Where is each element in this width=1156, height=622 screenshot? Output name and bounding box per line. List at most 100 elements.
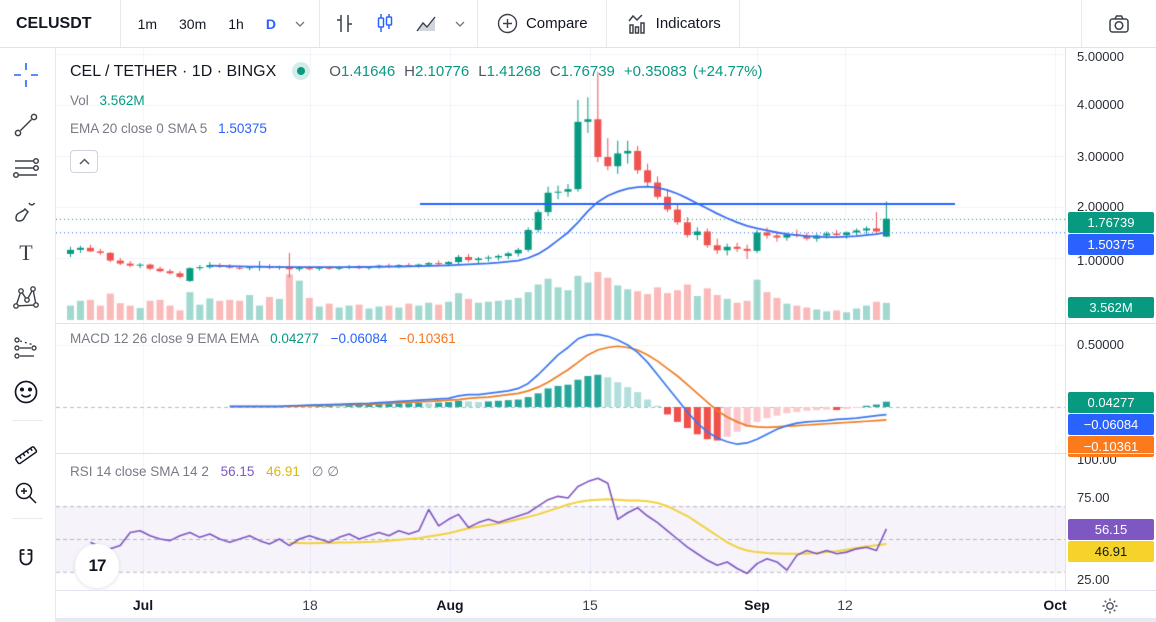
bar-style-button[interactable] (324, 6, 365, 41)
compare-button[interactable]: Compare (488, 7, 596, 40)
time-axis-tick: Oct (1043, 597, 1067, 613)
indicators-group: Indicators (607, 0, 739, 47)
high-label: H (404, 63, 416, 80)
axis-price-badge: 1.76739 (1068, 212, 1154, 233)
rsi-sma-value: 46.91 (266, 464, 300, 479)
toolbar-separator (605, 0, 607, 47)
rsi-pane (56, 453, 1065, 590)
chart-style-group (320, 0, 477, 47)
axis-price-label: 1.00000 (1077, 253, 1124, 268)
ruler-tool-button[interactable] (11, 440, 44, 470)
camera-button[interactable] (1098, 6, 1140, 42)
top-toolbar: CELUSDT 1m 30m 1h D (0, 0, 1156, 48)
volume-legend: Vol 3.562M (70, 93, 145, 108)
indicators-label: Indicators (655, 15, 721, 32)
toolbar-separator (1081, 0, 1082, 47)
low-label: L (478, 63, 487, 80)
fib-retracement-icon (11, 153, 44, 183)
magnet-tool-button[interactable] (11, 545, 44, 575)
change-value: +0.35083 (623, 63, 687, 80)
ruler-icon (11, 440, 44, 470)
toolbar-separator (318, 0, 320, 47)
area-chart-icon (414, 11, 439, 36)
axis-price-badge: 3.562M (1068, 297, 1154, 318)
pane-divider-rsi[interactable] (56, 453, 1156, 454)
compare-group: Compare (478, 0, 606, 47)
macd-hist-value: 0.04277 (270, 331, 319, 346)
tradingview-logo-glyph: 17 (88, 556, 107, 575)
axis-price-badge: 46.91 (1068, 541, 1154, 562)
toolbar-separator (476, 0, 478, 47)
timeframe-dropdown-chevron-icon[interactable] (287, 21, 313, 27)
time-axis-tick: 15 (582, 597, 598, 613)
axis-price-label: 75.00 (1077, 490, 1110, 505)
volume-value: 3.562M (99, 93, 145, 108)
high-value: 2.10776 (415, 63, 470, 80)
brush-icon (11, 195, 44, 225)
trend-line-tool-button[interactable] (11, 110, 44, 140)
candles-style-button[interactable] (365, 6, 406, 41)
magnet-icon (11, 545, 44, 575)
ema-label: EMA 20 close 0 SMA 5 (70, 121, 208, 136)
timeframe-1m[interactable]: 1m (129, 10, 166, 38)
forecast-tool-button[interactable] (11, 333, 44, 363)
timeframe-1h[interactable]: 1h (219, 10, 253, 38)
emoji-tool-button[interactable] (11, 377, 44, 407)
open-label: O (329, 63, 341, 80)
axis-price-badge: 0.04277 (1068, 392, 1154, 413)
rsi-pane-canvas[interactable] (56, 453, 1065, 590)
timeframe-group: 1m 30m 1h D (121, 0, 319, 47)
timeframe-1d[interactable]: D (257, 10, 285, 38)
close-value: 1.76739 (560, 63, 615, 80)
camera-icon (1106, 11, 1132, 37)
rsi-extra-values: ∅ ∅ (311, 464, 339, 479)
tradingview-logo[interactable]: 17 (75, 544, 119, 588)
fib-retracement-tool-button[interactable] (11, 153, 44, 183)
symbol-group: CELUSDT (0, 0, 120, 47)
time-axis-tick: 18 (302, 597, 318, 613)
price-pane-canvas[interactable] (56, 47, 1065, 323)
crosshair-tool-button[interactable] (11, 60, 44, 90)
indicators-icon (625, 12, 649, 36)
time-axis-tick: Jul (132, 597, 154, 613)
toolbar-separator (119, 0, 121, 47)
symbol-legend-title[interactable]: CEL / TETHER · 1D · BINGX (70, 63, 277, 80)
axis-price-badge: 56.15 (1068, 519, 1154, 540)
symbol-name[interactable]: CELUSDT (16, 14, 92, 32)
close-label: C (549, 63, 561, 80)
timeframe-30m[interactable]: 30m (170, 10, 215, 38)
compare-plus-icon (496, 12, 519, 35)
svg-text:T: T (19, 240, 33, 265)
zoom-in-tool-button[interactable] (11, 478, 44, 508)
forecast-icon (11, 333, 44, 363)
trend-line-icon (11, 110, 44, 140)
low-value: 1.41268 (486, 63, 541, 80)
time-axis-tick: Aug (436, 597, 464, 613)
axis-settings-button[interactable] (1100, 594, 1124, 618)
collapse-legend-button[interactable] (70, 150, 98, 173)
chart-style-dropdown-chevron-icon[interactable] (447, 21, 473, 27)
xabcd-pattern-tool-button[interactable] (11, 283, 44, 313)
time-axis[interactable]: Jul 18 Aug 15 Sep 12 Oct (0, 590, 1156, 618)
indicators-button[interactable]: Indicators (617, 7, 729, 41)
rsi-legend: RSI 14 close SMA 14 2 56.15 46.91 ∅ ∅ (70, 464, 339, 480)
zoom-in-icon (11, 478, 44, 508)
axis-price-label: 2.00000 (1077, 199, 1124, 214)
area-style-button[interactable] (406, 6, 447, 41)
price-axis[interactable]: 5.00000 4.00000 3.00000 2.00000 1.00000 0.500… (1065, 47, 1156, 590)
crosshair-icon (11, 60, 44, 90)
brush-tool-button[interactable] (11, 195, 44, 225)
ema-value: 1.50375 (218, 121, 267, 136)
snapshot-group (1082, 0, 1156, 47)
axis-price-badge: −0.06084 (1068, 414, 1154, 435)
pane-divider-macd[interactable] (56, 323, 1156, 324)
chevron-up-icon (78, 158, 90, 165)
macd-legend: MACD 12 26 close 9 EMA EMA 0.04277 −0.06… (70, 331, 456, 346)
open-value: 1.41646 (340, 63, 396, 80)
drawing-toolbar: T (0, 47, 56, 622)
text-tool-button[interactable]: T (11, 238, 44, 268)
macd-pane-canvas[interactable] (56, 323, 1065, 453)
macd-label: MACD 12 26 close 9 EMA EMA (70, 331, 259, 346)
market-status-icon[interactable] (292, 62, 311, 80)
time-axis-tick: Sep (744, 597, 770, 613)
